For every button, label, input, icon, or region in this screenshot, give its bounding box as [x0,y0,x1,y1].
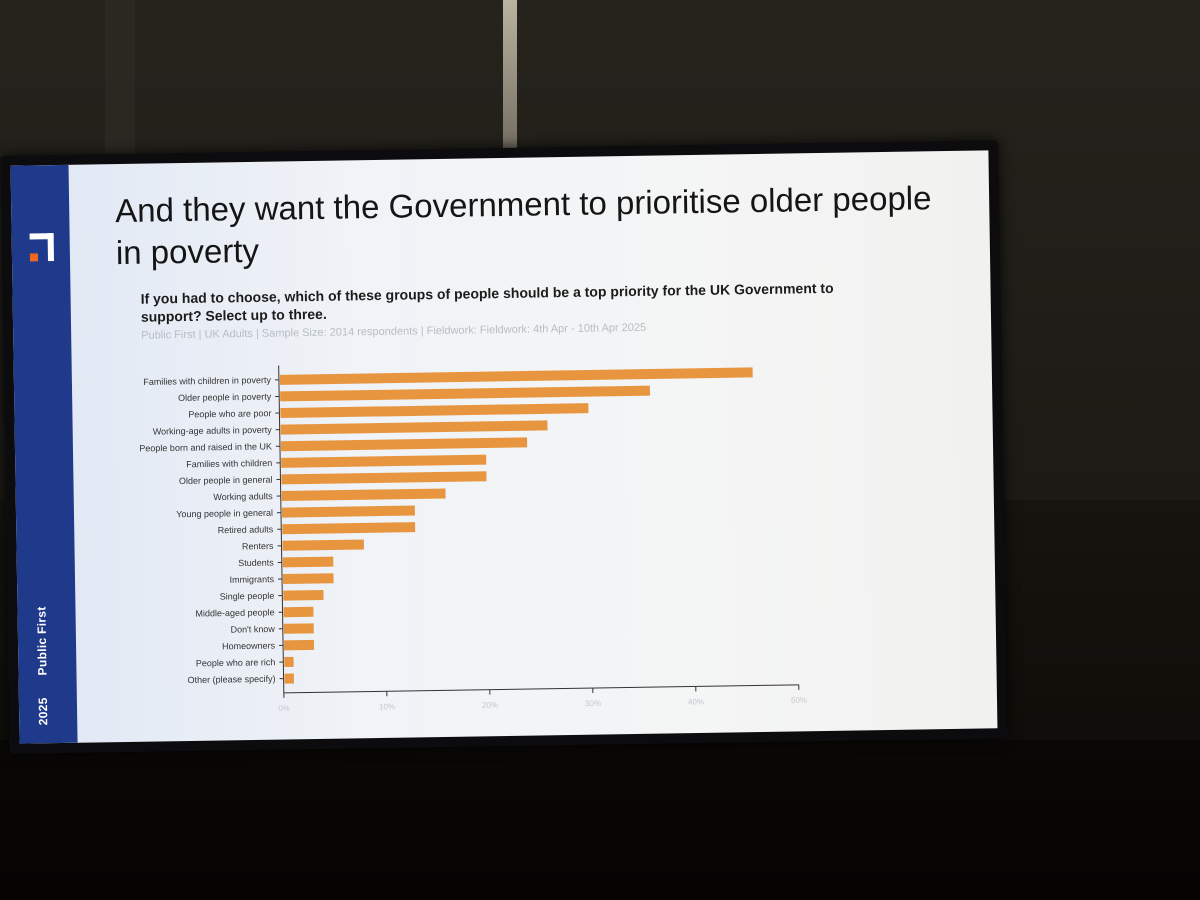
category-label: Families with children [186,458,272,469]
background-pillar [105,0,135,175]
x-tick-label: 50% [791,696,807,705]
category-label: Retired adults [218,524,274,535]
category-label: Older people in general [179,475,273,486]
category-label: Single people [220,591,275,602]
x-tick-label: 10% [379,702,395,711]
bar [283,623,314,634]
category-label: Immigrants [229,574,274,585]
category-label: Homeowners [222,641,276,652]
category-label: Young people in general [176,508,273,520]
category-label: People born and raised in the UK [139,441,272,453]
category-label: People who are rich [196,657,276,668]
bar [282,522,416,535]
category-label: Other (please specify) [187,674,275,685]
bar [283,606,314,618]
bar [280,437,528,452]
bar [282,539,364,551]
bar [284,673,294,684]
bar [283,589,324,601]
bar [279,367,753,385]
tv-screen: 2025Public First And they want the Gover… [0,140,1008,754]
background-floor [0,740,1200,900]
presentation-slide: 2025Public First And they want the Gover… [10,150,998,744]
background-light-strip [503,0,517,165]
bar [284,656,294,667]
bar [281,488,446,502]
x-tick-label: 0% [278,704,290,713]
x-axis-line [283,684,799,694]
category-label: Renters [242,541,274,552]
category-label: Families with children in poverty [143,375,271,387]
bar [282,556,334,568]
category-label: Students [238,558,274,569]
category-label: Working adults [213,491,273,502]
x-tick-label: 30% [585,699,601,708]
x-tick-label: 20% [482,701,498,710]
bar [282,573,334,585]
bar [280,420,548,435]
category-label: Middle-aged people [195,607,274,618]
category-label: Working-age adults in poverty [153,425,273,437]
category-label: Don't know [230,624,275,635]
bar [283,639,315,651]
x-tick-label: 40% [688,697,704,706]
category-label: Older people in poverty [178,392,272,403]
bar-chart: Families with children in poverty Older p… [139,365,807,713]
category-label: People who are poor [188,408,271,419]
bar [281,471,487,485]
bar [281,505,415,518]
bar [281,454,487,468]
bar [280,385,650,402]
bar [280,403,589,419]
